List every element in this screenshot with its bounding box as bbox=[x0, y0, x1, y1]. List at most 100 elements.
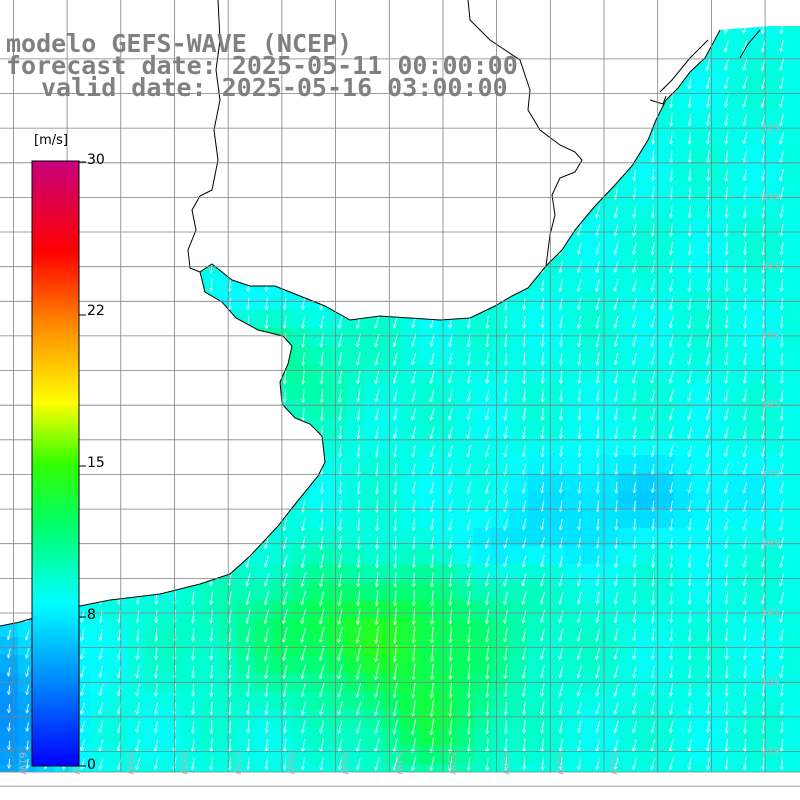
wind-speed-cell bbox=[364, 709, 383, 729]
wind-speed-cell bbox=[637, 783, 656, 800]
wind-vector bbox=[505, 205, 508, 218]
wind-speed-cell bbox=[709, 345, 729, 365]
wind-speed-cell bbox=[637, 418, 656, 438]
wind-speed-cell bbox=[691, 54, 711, 74]
wind-speed-cell bbox=[582, 364, 602, 383]
wind-speed-cell bbox=[182, 455, 201, 474]
wind-speed-cell bbox=[364, 473, 383, 492]
wind-speed-cell bbox=[91, 473, 110, 492]
wind-speed-cell bbox=[0, 309, 19, 329]
wind-speed-cell bbox=[0, 655, 19, 674]
wind-speed-cell bbox=[109, 0, 128, 19]
wind-speed-cell bbox=[309, 109, 329, 128]
wind-speed-cell bbox=[582, 582, 602, 602]
wind-speed-cell bbox=[618, 546, 638, 565]
wind-speed-cell bbox=[382, 327, 401, 347]
wind-speed-cell bbox=[218, 618, 238, 638]
wind-speed-cell bbox=[273, 127, 292, 147]
wind-speed-cell bbox=[400, 0, 419, 19]
wind-speed-cell bbox=[473, 546, 492, 565]
wind-vector bbox=[211, 352, 214, 365]
wind-speed-cell bbox=[145, 127, 165, 147]
wind-vector bbox=[284, 168, 288, 181]
wind-vector bbox=[192, 499, 196, 512]
wind-speed-cell bbox=[709, 309, 729, 329]
wind-speed-cell bbox=[437, 783, 456, 800]
wind-vector bbox=[598, 3, 599, 16]
wind-speed-cell bbox=[436, 691, 456, 711]
wind-speed-cell bbox=[109, 691, 128, 711]
wind-speed-cell bbox=[582, 783, 601, 800]
wind-speed-cell bbox=[254, 618, 274, 638]
wind-speed-cell bbox=[418, 26, 438, 37]
wind-vector bbox=[192, 370, 196, 384]
wind-vector bbox=[266, 462, 269, 475]
wind-speed-cell bbox=[182, 382, 201, 401]
wind-speed-cell bbox=[273, 764, 292, 772]
wind-speed-cell bbox=[109, 728, 128, 747]
wind-speed-cell bbox=[382, 382, 401, 401]
wind-speed-cell bbox=[236, 364, 256, 383]
wind-vector bbox=[247, 536, 251, 549]
longitude-label: 52W bbox=[500, 752, 511, 775]
wind-vector bbox=[395, 131, 396, 144]
wind-speed-cell bbox=[0, 200, 19, 219]
wind-speed-cell bbox=[691, 546, 711, 565]
wind-speed-cell bbox=[218, 127, 238, 147]
wind-speed-cell bbox=[127, 582, 147, 602]
wind-vector bbox=[690, 150, 691, 163]
wind-vector bbox=[8, 168, 12, 181]
wind-speed-cell bbox=[600, 382, 620, 401]
wind-vector bbox=[780, 113, 785, 126]
wind-speed-cell bbox=[254, 455, 274, 474]
wind-vector bbox=[136, 297, 141, 310]
wind-speed-cell bbox=[655, 582, 674, 602]
wind-speed-cell bbox=[200, 764, 219, 772]
wind-speed-cell bbox=[236, 746, 256, 765]
wind-speed-cell bbox=[527, 218, 547, 238]
wind-speed-cell bbox=[746, 600, 765, 620]
longitude-label: 61W bbox=[16, 752, 27, 775]
wind-speed-cell bbox=[436, 254, 456, 274]
wind-vector bbox=[560, 223, 564, 236]
wind-vector bbox=[247, 205, 250, 218]
wind-speed-cell bbox=[527, 418, 547, 438]
wind-speed-cell bbox=[382, 309, 401, 329]
longitude-label: 50W bbox=[607, 752, 618, 775]
wind-speed-cell bbox=[145, 291, 165, 310]
wind-speed-cell bbox=[364, 673, 383, 693]
wind-speed-cell bbox=[691, 746, 711, 765]
wind-speed-cell bbox=[364, 546, 383, 565]
wind-speed-cell bbox=[254, 546, 274, 565]
wind-speed-cell bbox=[509, 382, 529, 401]
wind-speed-cell bbox=[782, 382, 800, 401]
wind-speed-cell bbox=[327, 764, 347, 772]
wind-speed-cell bbox=[145, 491, 165, 511]
wind-speed-cell bbox=[673, 254, 693, 274]
wind-speed-cell bbox=[0, 491, 19, 511]
wind-speed-cell bbox=[691, 709, 711, 729]
wind-speed-cell bbox=[709, 546, 729, 565]
wind-speed-cell bbox=[127, 728, 147, 747]
wind-speed-cell bbox=[327, 673, 347, 693]
wind-speed-cell bbox=[455, 783, 474, 800]
wind-speed-cell bbox=[527, 436, 547, 456]
wind-speed-cell bbox=[564, 72, 583, 92]
wind-speed-cell bbox=[600, 418, 620, 438]
wind-vector bbox=[211, 223, 212, 237]
wind-vector bbox=[265, 168, 269, 181]
wind-speed-cell bbox=[782, 109, 800, 128]
wind-vector bbox=[469, 223, 470, 236]
wind-speed-cell bbox=[691, 163, 711, 183]
wind-speed-cell bbox=[709, 473, 729, 492]
wind-vector bbox=[653, 150, 654, 162]
wind-speed-cell bbox=[400, 673, 420, 693]
wind-speed-cell bbox=[564, 436, 583, 456]
wind-speed-cell bbox=[673, 127, 693, 147]
wind-speed-cell bbox=[600, 764, 620, 772]
wind-speed-cell bbox=[782, 564, 800, 583]
wind-speed-cell bbox=[436, 618, 456, 638]
wind-speed-cell bbox=[728, 400, 747, 420]
wind-speed-cell bbox=[764, 182, 784, 201]
wind-speed-cell bbox=[764, 309, 784, 329]
